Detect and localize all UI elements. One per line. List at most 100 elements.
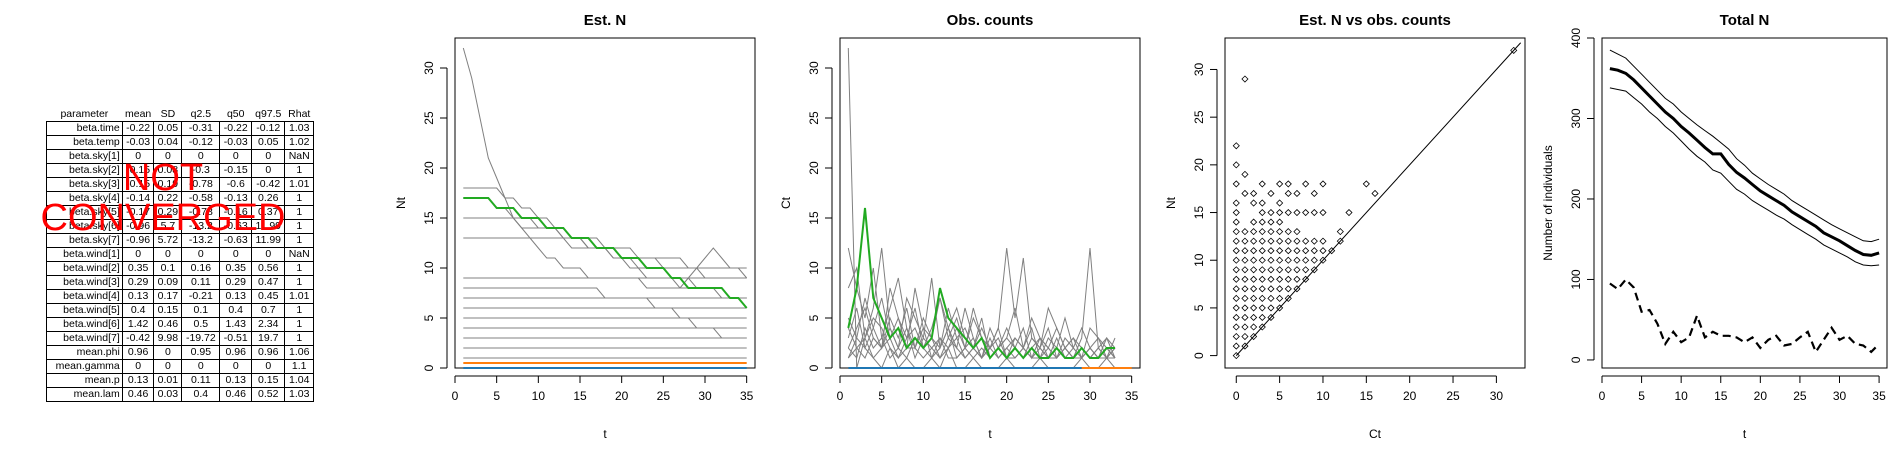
x-tick-label: 35 (740, 389, 754, 403)
table-row: beta.sky[4] -0.14 0.22 -0.58 -0.13 0.26 1 (46, 191, 314, 206)
y-axis-label: Number of individuals (1541, 145, 1555, 260)
table-value-cell: -0.51 (219, 331, 253, 346)
summary-table: parameter mean SD q2.5 q50 q97.5 Rhat beta.tim… (46, 107, 314, 402)
scatter-point (1276, 208, 1284, 217)
table-value-cell: 0.13 (121, 289, 155, 304)
scatter-point (1250, 228, 1258, 236)
x-tick-label: 5 (878, 389, 885, 403)
table-value-cell: NaN (284, 247, 314, 262)
x-tick-label: 10 (1674, 389, 1688, 403)
scatter-point (1232, 161, 1240, 169)
scatter-point (1276, 199, 1284, 207)
scatter-point (1284, 237, 1292, 245)
x-tick-label: 20 (1000, 389, 1014, 403)
scatter-point (1267, 247, 1275, 255)
scatter-point (1319, 180, 1327, 188)
table-value-cell: 0.04 (153, 135, 183, 150)
table-value-cell: 0.15 (153, 303, 183, 318)
scatter-point (1284, 256, 1292, 264)
chart-title: Obs. counts (947, 12, 1034, 29)
table-row: beta.time -0.22 0.05 -0.31 -0.22 -0.12 1.03 (46, 121, 314, 136)
scatter-point (1241, 237, 1249, 245)
table-param-cell: beta.wind[6] (46, 317, 123, 332)
table-value-cell: 0 (251, 247, 286, 262)
not-converged-stamp: NOT CONVERGED (18, 158, 308, 238)
series-line (463, 217, 747, 269)
identity-line (1235, 42, 1522, 356)
scatter-point (1302, 208, 1310, 217)
table-value-cell: 0.29 (219, 275, 253, 290)
x-tick-label: 20 (615, 389, 629, 403)
series-line-upper (1609, 49, 1880, 243)
table-param-cell: beta.sky[4] (46, 191, 123, 206)
scatter-point (1250, 275, 1258, 283)
scatter-point (1258, 313, 1266, 322)
table-row: beta.sky[6] -0.96 5.7 -13.2 -0.63 11.99 1 (46, 219, 314, 234)
table-value-cell: 0.13 (219, 373, 253, 388)
scatter-point (1267, 228, 1275, 236)
table-value-cell: 0.13 (121, 373, 155, 388)
y-axis-label: Nt (1164, 196, 1178, 209)
scatter-point (1232, 199, 1240, 207)
table-value-cell: 0 (219, 247, 253, 262)
table-value-cell: -0.63 (219, 219, 253, 234)
table-row: mean.gamma 0 0 0 0 0 1.1 (46, 359, 314, 374)
scatter-point (1258, 199, 1266, 207)
table-value-cell: 0.1 (153, 261, 183, 276)
scatter-point (1276, 266, 1284, 274)
table-param-cell: beta.wind[5] (46, 303, 123, 318)
chart-title: Total N (1720, 12, 1770, 29)
table-param-cell: beta.wind[7] (46, 331, 123, 346)
table-value-cell: 0 (251, 163, 286, 178)
scatter-point (1241, 275, 1249, 283)
x-axis-label: t (1743, 427, 1747, 441)
scatter-point (1276, 218, 1284, 226)
x-tick-label: 30 (1833, 389, 1847, 403)
table-value-cell: 0.17 (153, 289, 183, 304)
scatter-point (1284, 208, 1292, 217)
x-tick-label: 25 (1042, 389, 1056, 403)
scatter-point (1284, 294, 1292, 302)
table-value-cell: 0.16 (181, 261, 221, 276)
y-tick-label: 20 (1192, 158, 1206, 172)
table-value-cell: 1.04 (284, 373, 314, 388)
chart-est-n: Est. N t Nt 0 5 10 15 20 25 30 35 0 5 10 15 20 25 30 (394, 12, 756, 441)
y-tick-label: 400 (1569, 28, 1583, 48)
x-tick-label: 15 (1714, 389, 1728, 403)
scatter-point (1241, 285, 1249, 293)
scatter-point (1241, 247, 1249, 255)
scatter-point (1276, 304, 1284, 312)
table-value-cell: 0.05 (153, 121, 183, 136)
scatter-point (1250, 294, 1258, 302)
table-value-cell: 0.96 (121, 345, 155, 360)
y-tick-label: 10 (1192, 253, 1206, 267)
table-value-cell: 0 (121, 359, 155, 374)
table-param-cell: mean.lam (46, 387, 123, 402)
table-value-cell: 1 (284, 303, 314, 318)
table-value-cell: 1.03 (284, 121, 314, 136)
scatter-point (1232, 304, 1240, 312)
table-value-cell: 0.46 (153, 317, 183, 332)
scatter-point (1276, 275, 1284, 283)
scatter-point (1267, 218, 1275, 226)
plot-frame (1224, 37, 1526, 369)
table-value-cell: 0.4 (181, 387, 221, 402)
y-tick-label: 100 (1569, 269, 1583, 289)
table-header-row: parameter mean SD q2.5 q50 q97.5 Rhat (47, 107, 314, 122)
scatter-point (1302, 275, 1310, 283)
y-tick-label: 10 (422, 261, 436, 275)
series-line (847, 207, 1115, 360)
table-value-cell: 0.95 (181, 345, 221, 360)
table-value-cell: 0.1 (181, 303, 221, 318)
x-tick-label: 10 (532, 389, 546, 403)
table-header-cell: q97.5 (255, 108, 282, 120)
y-tick-label: 5 (807, 314, 821, 321)
series-line (462, 47, 748, 289)
scatter-point (1258, 218, 1266, 226)
table-row: beta.temp -0.03 0.04 -0.12 -0.03 0.05 1.02 (46, 135, 314, 150)
series-line-counts (1609, 277, 1880, 355)
table-value-cell: 1.42 (121, 317, 155, 332)
table-value-cell: 1 (284, 261, 314, 276)
table-value-cell: 0.4 (121, 303, 155, 318)
scatter-point (1267, 313, 1275, 322)
